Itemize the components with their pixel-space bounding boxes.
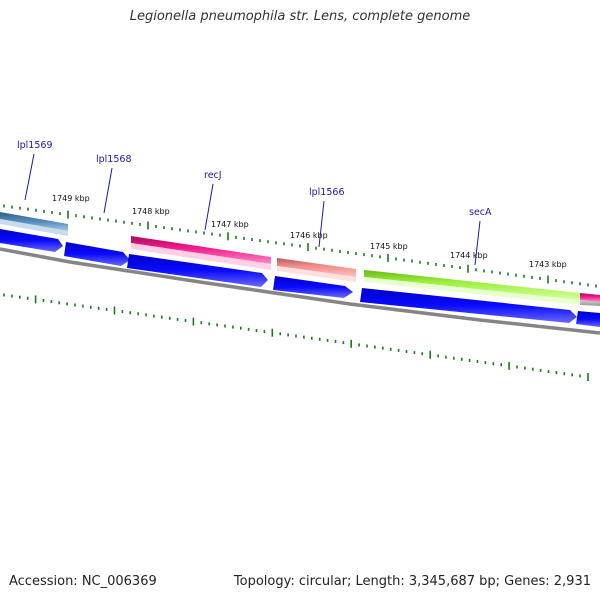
leader-line-secA <box>474 220 481 266</box>
gene-label-lpl1566: lpl1566 <box>309 187 345 198</box>
gene-label-recJ: recJ <box>204 170 222 181</box>
feature-lpl1566-shadow <box>277 266 356 282</box>
feature-secA-shadow <box>364 277 580 305</box>
genome-backbone <box>0 247 600 335</box>
summary-text: Topology: circular; Length: 3,345,687 bp… <box>233 574 591 589</box>
gene-label-lpl1569: lpl1569 <box>17 140 53 151</box>
upper-tick-track <box>3 204 597 288</box>
lower-tick-track <box>3 293 589 381</box>
cds-arrow-5 <box>360 288 577 323</box>
cds-arrow-6 <box>576 311 600 327</box>
map-title: Legionella pneumophila str. Lens, comple… <box>129 9 471 24</box>
kbp-label-1749: 1749 kbp <box>52 194 90 203</box>
gene-label-lpl1568: lpl1568 <box>96 154 132 165</box>
kbp-label-1743: 1743 kbp <box>529 260 567 269</box>
feature-edge-grey <box>580 300 600 306</box>
feature-lpl1566 <box>277 258 356 277</box>
feature-recJ-shadow <box>131 243 271 270</box>
kbp-label-1744: 1744 kbp <box>450 251 488 260</box>
leader-line-lpl1566 <box>318 200 325 248</box>
feature-secA <box>364 270 580 300</box>
kbp-label-1747: 1747 kbp <box>211 220 249 229</box>
accession-text: Accession: NC_006369 <box>9 574 157 589</box>
leader-line-recJ <box>204 183 214 231</box>
cds-arrow-1 <box>0 229 63 252</box>
kbp-label-1746: 1746 kbp <box>290 231 328 240</box>
cds-arrow-3 <box>127 254 268 287</box>
kbp-label-1745: 1745 kbp <box>370 242 408 251</box>
cds-arrow-2 <box>64 242 130 266</box>
feature-lpl1569-shadow <box>0 219 68 236</box>
leader-line-lpl1568 <box>103 167 113 214</box>
feature-recJ <box>131 236 271 264</box>
leader-line-lpl1569 <box>24 153 35 201</box>
feature-edge-magenta <box>580 293 600 302</box>
feature-lpl1569 <box>0 212 68 231</box>
gene-label-secA: secA <box>469 207 492 218</box>
kbp-label-1748: 1748 kbp <box>132 207 170 216</box>
cds-arrow-4 <box>273 276 353 298</box>
